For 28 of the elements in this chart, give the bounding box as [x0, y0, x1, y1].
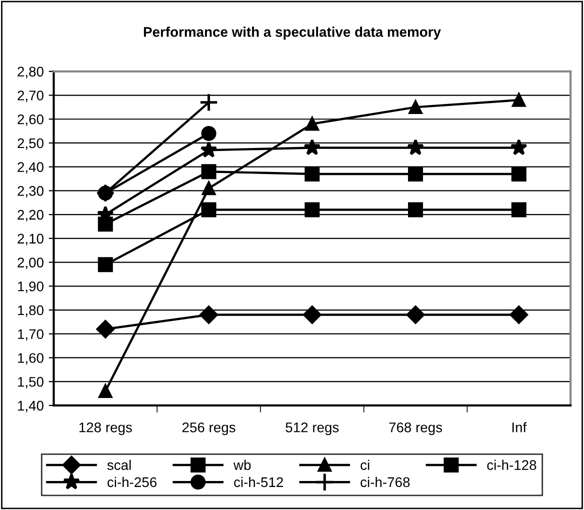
y-tick-label: 2,40 — [18, 162, 44, 174]
y-tick-label: 2,60 — [18, 114, 44, 126]
legend-label: ci-h-256 — [108, 476, 156, 488]
y-tick-label: 2,00 — [18, 258, 44, 270]
y-tick-label: 1,50 — [18, 376, 44, 388]
y-tick-label: 2,10 — [18, 234, 44, 246]
x-tick-label: 256 regs — [182, 422, 236, 436]
x-tick-label: Inf — [512, 422, 527, 432]
y-tick-label: 1,70 — [18, 329, 44, 341]
y-tick-label: 2,50 — [18, 138, 44, 150]
legend-label: ci-h-512 — [234, 476, 283, 488]
y-tick-label: 2,70 — [18, 90, 44, 102]
y-tick-label: 2,80 — [18, 66, 44, 78]
x-tick-label: 512 regs — [286, 422, 339, 436]
y-tick-label: 1,40 — [18, 400, 44, 412]
legend-label: ci-h-768 — [360, 476, 410, 488]
legend-label: ci-h-128 — [487, 460, 536, 470]
y-tick-label: 2,20 — [18, 210, 44, 222]
y-tick-label: 2,30 — [18, 186, 44, 198]
legend-label: scal — [107, 460, 131, 470]
y-tick-label: 1,90 — [18, 281, 44, 293]
y-tick-label: 1,60 — [18, 353, 44, 365]
x-tick-label: 768 regs — [389, 422, 442, 436]
y-tick-label: 1,80 — [18, 305, 44, 317]
legend-label: wb — [233, 460, 251, 470]
chart-title: Performance with a speculative data memory — [144, 26, 441, 40]
legend-label: ci — [360, 460, 370, 470]
x-tick-label: 128 regs — [79, 422, 132, 436]
